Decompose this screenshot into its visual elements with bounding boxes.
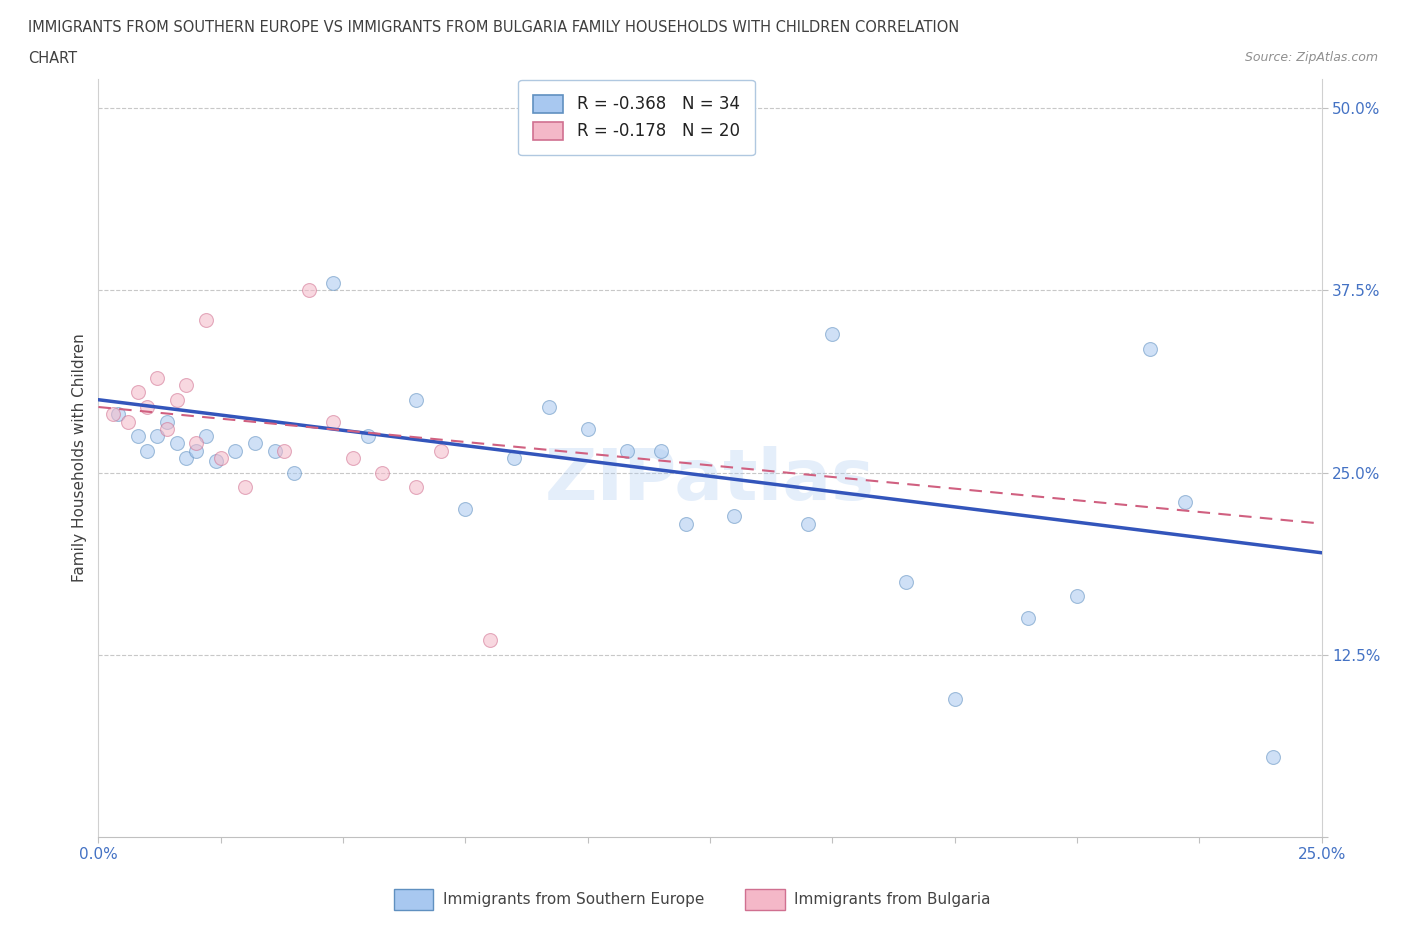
Text: Immigrants from Bulgaria: Immigrants from Bulgaria: [794, 892, 991, 907]
Point: [136, 444, 159, 458]
Point: [205, 454, 228, 469]
Point: [650, 444, 672, 458]
Point: [283, 465, 305, 480]
Point: [136, 400, 159, 415]
Point: [127, 429, 149, 444]
Point: [107, 406, 129, 421]
Point: [1261, 750, 1284, 764]
Point: [675, 516, 697, 531]
Y-axis label: Family Households with Children: Family Households with Children: [72, 334, 87, 582]
Point: [1066, 589, 1088, 604]
Point: [478, 632, 501, 647]
Text: IMMIGRANTS FROM SOUTHERN EUROPE VS IMMIGRANTS FROM BULGARIA FAMILY HOUSEHOLDS WI: IMMIGRANTS FROM SOUTHERN EUROPE VS IMMIG…: [28, 20, 959, 35]
Point: [101, 406, 124, 421]
Point: [537, 400, 560, 415]
Point: [1174, 495, 1197, 510]
Point: [298, 283, 321, 298]
Point: [186, 444, 208, 458]
Point: [195, 429, 218, 444]
Point: [342, 451, 364, 466]
Text: CHART: CHART: [28, 51, 77, 66]
Point: [943, 691, 966, 706]
Text: Immigrants from Southern Europe: Immigrants from Southern Europe: [443, 892, 704, 907]
Point: [127, 385, 149, 400]
Point: [356, 429, 378, 444]
Point: [723, 509, 745, 524]
Point: [821, 326, 844, 341]
Point: [117, 414, 139, 429]
Legend: R = -0.368   N = 34, R = -0.178   N = 20: R = -0.368 N = 34, R = -0.178 N = 20: [519, 80, 755, 155]
Point: [224, 444, 246, 458]
Point: [166, 392, 188, 407]
Point: [146, 429, 169, 444]
Point: [576, 421, 599, 436]
Point: [263, 444, 285, 458]
Point: [797, 516, 820, 531]
Point: [156, 421, 179, 436]
Point: [454, 501, 477, 516]
Point: [405, 392, 427, 407]
Point: [503, 451, 526, 466]
Point: [405, 480, 427, 495]
Point: [1017, 611, 1039, 626]
Point: [371, 465, 394, 480]
Point: [322, 275, 344, 290]
Point: [146, 370, 169, 385]
Point: [186, 436, 208, 451]
Point: [243, 436, 266, 451]
Text: Source: ZipAtlas.com: Source: ZipAtlas.com: [1244, 51, 1378, 64]
Point: [1139, 341, 1161, 356]
Point: [209, 451, 232, 466]
Point: [233, 480, 256, 495]
Point: [195, 312, 218, 327]
Point: [430, 444, 453, 458]
Point: [894, 575, 917, 590]
Point: [156, 414, 179, 429]
Point: [322, 414, 344, 429]
Point: [176, 451, 198, 466]
Point: [616, 444, 638, 458]
Point: [176, 378, 198, 392]
Point: [273, 444, 295, 458]
Point: [166, 436, 188, 451]
Text: ZIPatlas: ZIPatlas: [546, 446, 875, 515]
